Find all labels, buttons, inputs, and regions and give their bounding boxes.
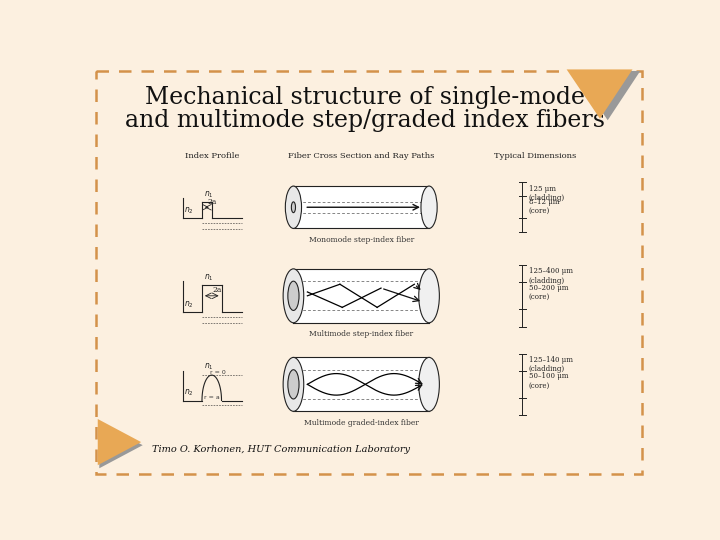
Ellipse shape bbox=[419, 357, 439, 411]
Ellipse shape bbox=[292, 202, 295, 213]
Text: r = 0: r = 0 bbox=[210, 369, 226, 375]
Text: Index Profile: Index Profile bbox=[185, 152, 240, 160]
Text: 2a: 2a bbox=[207, 198, 217, 206]
Text: Monomode step-index fiber: Monomode step-index fiber bbox=[309, 236, 414, 244]
Text: $n_1$: $n_1$ bbox=[204, 362, 213, 372]
Ellipse shape bbox=[421, 186, 437, 228]
Text: 125–140 μm
(cladding): 125–140 μm (cladding) bbox=[528, 356, 572, 373]
Bar bbox=[294, 186, 429, 228]
Text: 2a: 2a bbox=[212, 286, 222, 294]
Text: $n_2$: $n_2$ bbox=[184, 205, 194, 215]
Bar bbox=[294, 269, 429, 323]
Ellipse shape bbox=[285, 186, 302, 228]
Text: Multimode graded-index fiber: Multimode graded-index fiber bbox=[304, 419, 419, 427]
Polygon shape bbox=[98, 419, 141, 465]
Text: 125–400 μm
(cladding): 125–400 μm (cladding) bbox=[528, 267, 572, 285]
Ellipse shape bbox=[288, 370, 299, 399]
Text: $n_2$: $n_2$ bbox=[184, 388, 194, 398]
Polygon shape bbox=[567, 70, 632, 119]
Text: $n_1$: $n_1$ bbox=[204, 272, 213, 283]
Ellipse shape bbox=[283, 269, 304, 323]
Text: r = a: r = a bbox=[204, 395, 220, 400]
Ellipse shape bbox=[419, 269, 439, 323]
Text: Mechanical structure of single-mode: Mechanical structure of single-mode bbox=[145, 86, 585, 110]
Polygon shape bbox=[99, 422, 143, 468]
Text: 50–200 μm
(core): 50–200 μm (core) bbox=[528, 284, 568, 301]
Text: 50–100 μm
(core): 50–100 μm (core) bbox=[528, 373, 568, 389]
Text: Multimode step-index fiber: Multimode step-index fiber bbox=[309, 330, 413, 339]
Text: $n_1$: $n_1$ bbox=[204, 189, 213, 200]
Text: Fiber Cross Section and Ray Paths: Fiber Cross Section and Ray Paths bbox=[288, 152, 434, 160]
Bar bbox=[294, 357, 429, 411]
Text: 125 μm
(cladding): 125 μm (cladding) bbox=[528, 185, 564, 202]
Text: Timo O. Korhonen, HUT Communication Laboratory: Timo O. Korhonen, HUT Communication Labo… bbox=[152, 446, 410, 454]
Text: $n_2$: $n_2$ bbox=[184, 299, 194, 309]
Ellipse shape bbox=[288, 281, 299, 310]
Text: and multimode step/graded index fibers: and multimode step/graded index fibers bbox=[125, 110, 605, 132]
Text: Typical Dimensions: Typical Dimensions bbox=[495, 152, 577, 160]
Ellipse shape bbox=[283, 357, 304, 411]
Text: 8–12 μm
(core): 8–12 μm (core) bbox=[528, 198, 559, 215]
Polygon shape bbox=[575, 71, 640, 120]
